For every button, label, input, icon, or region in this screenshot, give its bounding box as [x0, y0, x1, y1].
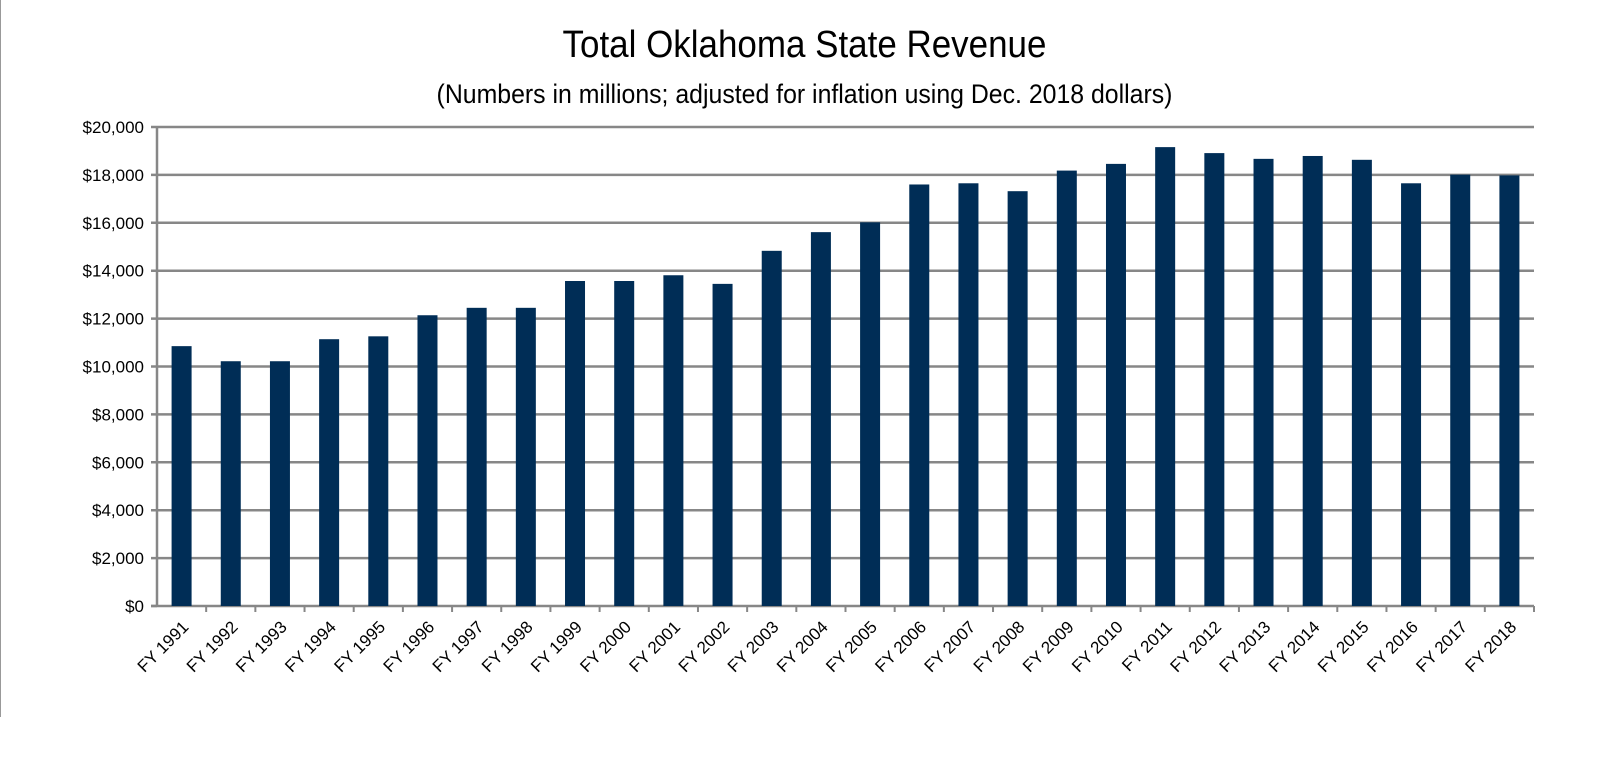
x-tick-label: FY 2011	[1118, 617, 1176, 675]
y-tick-label: $10,000	[83, 358, 144, 377]
x-tick-label: FY 1997	[429, 617, 488, 676]
x-tick-label: FY 1994	[281, 617, 340, 676]
x-tick-label: FY 2010	[1068, 617, 1127, 676]
x-tick-label: FY 1992	[183, 617, 242, 676]
x-tick-label: FY 2015	[1314, 617, 1373, 676]
bar	[368, 336, 389, 606]
bar	[466, 307, 487, 606]
bar	[909, 184, 930, 607]
bar	[810, 232, 831, 606]
bar	[1401, 183, 1422, 606]
bar	[1302, 155, 1323, 607]
x-tick-label: FY 2012	[1166, 617, 1225, 676]
bar	[1450, 174, 1471, 606]
bar	[761, 250, 782, 606]
x-tick-label: FY 2002	[675, 617, 734, 676]
bar	[663, 275, 684, 606]
x-tick-label: FY 2018	[1462, 617, 1521, 676]
bar	[417, 315, 438, 606]
x-tick-label: FY 2014	[1265, 617, 1324, 676]
x-tick-label: FY 2001	[626, 617, 685, 676]
x-tick-label: FY 1993	[232, 617, 291, 676]
bar	[1105, 163, 1126, 606]
bar	[1056, 170, 1077, 607]
y-tick-label: $16,000	[83, 214, 144, 233]
y-tick-label: $12,000	[83, 310, 144, 329]
x-tick-label: FY 2005	[822, 617, 881, 676]
y-tick-label: $18,000	[83, 166, 144, 185]
bar	[1351, 159, 1372, 606]
y-tick-label: $20,000	[83, 118, 144, 137]
bar	[565, 280, 586, 606]
bar	[515, 307, 536, 606]
bar	[1155, 147, 1176, 607]
x-tick-label: FY 2003	[724, 617, 783, 676]
y-tick-label: $14,000	[83, 262, 144, 281]
x-tick-label: FY 1995	[330, 617, 389, 676]
x-tick-label: FY 2004	[773, 617, 832, 676]
x-tick-label: FY 2007	[921, 617, 980, 676]
bar	[319, 339, 340, 606]
chart-subtitle: (Numbers in millions; adjusted for infla…	[436, 79, 1173, 109]
y-tick-label: $8,000	[92, 405, 144, 424]
y-tick-label: $2,000	[92, 549, 144, 568]
y-tick-label: $6,000	[92, 453, 144, 472]
x-tick-label: FY 2016	[1363, 617, 1422, 676]
bar	[171, 346, 192, 606]
bar	[712, 283, 733, 606]
bar	[1499, 175, 1520, 606]
x-tick-label: FY 2017	[1412, 617, 1471, 676]
x-tick-label: FY 1996	[380, 617, 439, 676]
bar	[1204, 153, 1225, 606]
bar	[614, 280, 635, 606]
x-tick-label: FY 2013	[1216, 617, 1275, 676]
x-tick-label: FY 1991	[134, 617, 193, 676]
bar	[269, 361, 290, 606]
x-tick-label: FY 1998	[478, 617, 537, 676]
bar	[220, 361, 241, 606]
chart-title: Total Oklahoma State Revenue	[562, 24, 1047, 66]
y-tick-label: $4,000	[92, 501, 144, 520]
y-tick-label: $0	[125, 597, 144, 616]
bar	[958, 183, 979, 606]
x-tick-label: FY 2006	[871, 617, 930, 676]
left-border	[0, 0, 1, 717]
x-tick-label: FY 2009	[1019, 617, 1078, 676]
bar	[1007, 191, 1028, 606]
bar	[860, 222, 881, 607]
x-tick-label: FY 2000	[576, 617, 635, 676]
bar	[1253, 158, 1274, 606]
x-tick-label: FY 2008	[970, 617, 1029, 676]
x-tick-label: FY 1999	[527, 617, 586, 676]
